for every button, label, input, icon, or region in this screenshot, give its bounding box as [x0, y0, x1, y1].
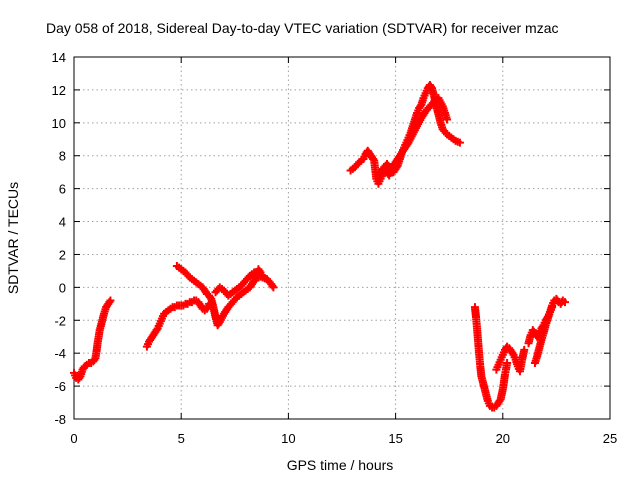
- data-point: [152, 326, 161, 335]
- data-point: [520, 345, 529, 354]
- x-tick-label: 15: [388, 431, 402, 446]
- x-tick-label: 10: [281, 431, 295, 446]
- data-point: [369, 155, 378, 164]
- grid: [74, 57, 610, 419]
- data-point: [560, 298, 569, 307]
- data-point: [90, 355, 99, 364]
- y-tick-label: 0: [59, 280, 66, 295]
- y-tick-label: 8: [59, 149, 66, 164]
- y-tick-label: 2: [59, 247, 66, 262]
- data-point: [503, 359, 512, 368]
- data-point: [258, 271, 267, 280]
- x-tick-label: 25: [603, 431, 617, 446]
- y-tick-label: 12: [52, 83, 66, 98]
- data-point: [106, 296, 115, 305]
- data-point: [105, 298, 114, 307]
- y-tick-label: 14: [52, 50, 66, 65]
- y-tick-label: 6: [59, 182, 66, 197]
- axis-ticks: 0 5 10 15 20 25 -8 -6 -4 -2 0 2 4 6 8 10 12 14: [52, 50, 618, 446]
- data-point: [508, 349, 517, 358]
- y-tick-label: -8: [54, 412, 66, 427]
- x-tick-label: 0: [70, 431, 77, 446]
- plot-frame: [73, 56, 611, 420]
- data-point: [548, 303, 557, 312]
- y-tick-label: -2: [54, 313, 66, 328]
- data-point: [206, 293, 215, 302]
- chart-title: Day 058 of 2018, Sidereal Day-to-day VTE…: [46, 20, 559, 36]
- data-point: [455, 138, 464, 147]
- x-axis-label: GPS time / hours: [287, 457, 394, 473]
- x-tick-label: 20: [496, 431, 510, 446]
- data-point: [443, 115, 452, 124]
- data-point: [426, 82, 435, 91]
- y-tick-label: 4: [59, 215, 66, 230]
- x-tick-label: 5: [178, 431, 185, 446]
- data-point: [269, 283, 278, 292]
- data-point: [268, 281, 277, 290]
- y-tick-label: -6: [54, 379, 66, 394]
- data-points: [70, 80, 569, 412]
- y-tick-label: 10: [52, 116, 66, 131]
- y-tick-label: -4: [54, 346, 66, 361]
- y-axis-label: SDTVAR / TECUs: [5, 182, 21, 294]
